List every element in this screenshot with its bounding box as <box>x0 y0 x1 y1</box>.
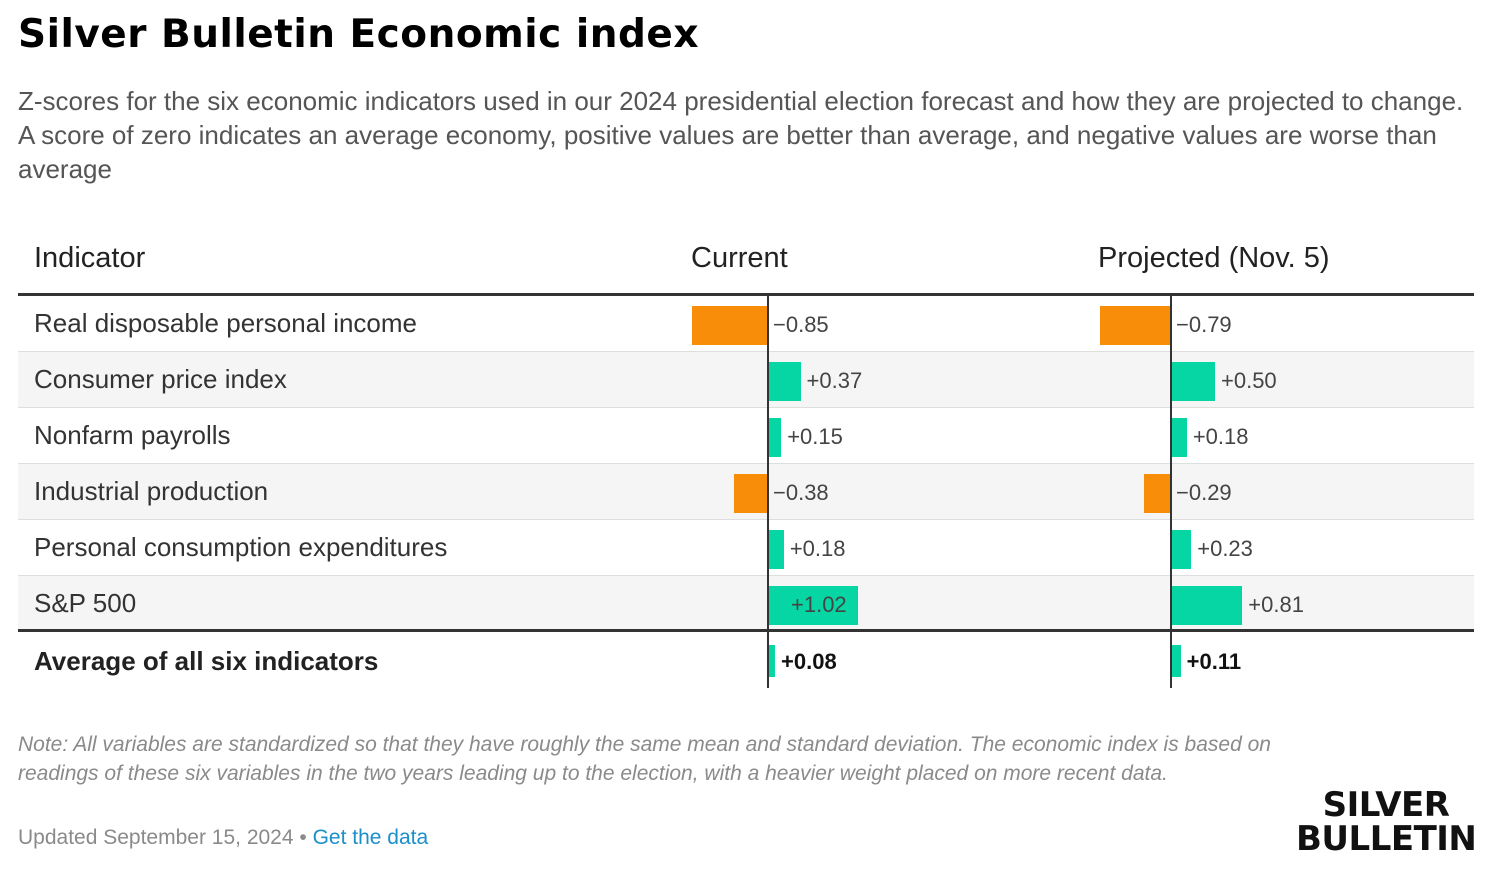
table-row: Real disposable personal income −0.85 −0.7… <box>18 296 1474 352</box>
updated-line: Updated September 15, 2024 • Get the dat… <box>18 826 428 850</box>
logo-line-2: BULLETIN <box>1296 819 1477 859</box>
current-bar <box>768 586 858 625</box>
footnote: Note: All variables are standardized so … <box>18 733 1271 785</box>
current-value-label: +0.18 <box>789 536 846 561</box>
column-header-projected: Projected (Nov. 5) <box>1098 242 1330 274</box>
table-row: Nonfarm payrolls +0.15 +0.18 <box>18 408 1474 464</box>
indicator-label: S&P 500 <box>34 588 137 618</box>
table-header: Indicator Current Projected (Nov. 5) <box>18 228 1474 296</box>
projected-bar <box>1171 586 1243 625</box>
projected-value-label: −0.29 <box>1176 480 1232 505</box>
silver-bulletin-logo: SILVER BULLETIN <box>1296 785 1477 859</box>
current-bar <box>692 306 767 345</box>
indicator-label: Industrial production <box>34 476 269 506</box>
projected-zero-axis <box>1170 294 1172 688</box>
indicator-label: Consumer price index <box>34 364 287 394</box>
projected-value-label: +0.23 <box>1197 536 1253 561</box>
indicator-label: Real disposable personal income <box>34 308 418 338</box>
table-row: Industrial production −0.38 −0.29 <box>18 464 1474 520</box>
projected-bar <box>1171 362 1215 401</box>
indicator-table: Indicator Current Projected (Nov. 5) Rea… <box>18 228 1474 688</box>
column-header-indicator: Indicator <box>34 242 146 274</box>
current-bar <box>768 418 782 457</box>
chart-subtitle: Z-scores for the six economic indicators… <box>18 86 1464 184</box>
current-bar <box>768 362 801 401</box>
separator-dot: • <box>299 826 307 849</box>
table-row: Personal consumption expenditures +0.18 +0… <box>18 520 1474 576</box>
projected-value-label: −0.79 <box>1176 312 1232 337</box>
average-label: Average of all six indicators <box>34 646 379 676</box>
logo-line-1: SILVER <box>1322 785 1450 825</box>
current-zero-axis <box>767 294 769 688</box>
current-value-label: −0.38 <box>773 480 829 505</box>
table-row: Consumer price index +0.37 +0.50 <box>18 352 1474 408</box>
projected-value-label: +0.50 <box>1221 368 1277 393</box>
average-projected-value-label: +0.11 <box>1186 649 1242 674</box>
indicator-label: Personal consumption expenditures <box>34 532 448 562</box>
current-value-label: +0.37 <box>806 368 863 393</box>
projected-value-label: +0.81 <box>1248 592 1304 617</box>
average-current-bar <box>768 645 776 677</box>
projected-value-label: +0.18 <box>1192 424 1249 449</box>
get-the-data-link[interactable]: Get the data <box>312 826 429 849</box>
projected-bar <box>1100 306 1170 345</box>
indicator-label: Nonfarm payrolls <box>34 420 231 450</box>
chart-title: Silver Bulletin Economic index <box>18 12 700 57</box>
table-body: Real disposable personal income −0.85 −0.7… <box>18 296 1474 632</box>
current-value-label: −0.85 <box>773 312 829 337</box>
average-current-value-label: +0.08 <box>781 649 837 674</box>
projected-bar <box>1144 474 1170 513</box>
projected-bar <box>1171 530 1192 569</box>
current-bar <box>733 474 767 513</box>
average-row: Average of all six indicators +0.08 +0.11 <box>18 632 1474 688</box>
current-value-label: +0.15 <box>787 424 843 449</box>
column-header-current: Current <box>691 242 788 274</box>
current-value-label: +1.02 <box>791 592 847 617</box>
current-bar <box>768 530 784 569</box>
table-row: S&P 500 +1.02 +0.81 <box>18 576 1474 632</box>
updated-date: Updated September 15, 2024 <box>18 826 294 849</box>
average-projected-bar <box>1171 645 1181 677</box>
projected-bar <box>1171 418 1187 457</box>
